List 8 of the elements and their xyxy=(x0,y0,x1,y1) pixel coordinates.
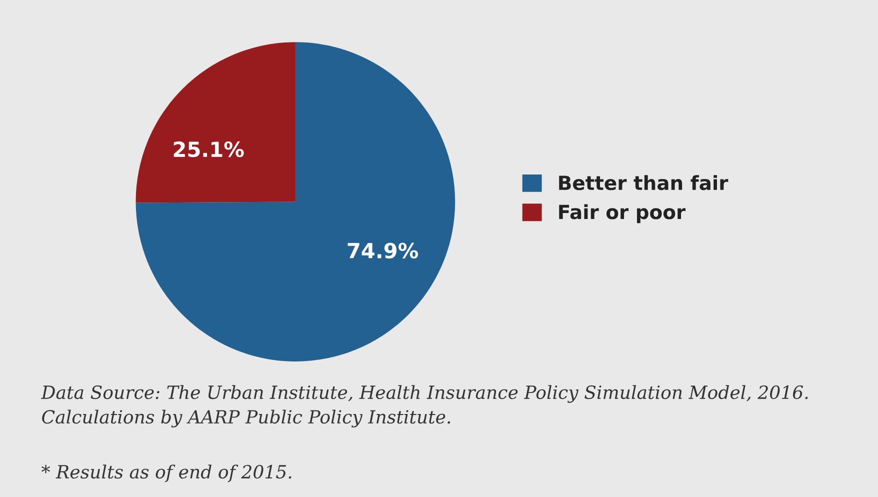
pie-slice xyxy=(136,42,456,362)
source-note: Data Source: The Urban Institute, Health Insurance Policy Simulation Model, 2016. Calculations by AARP Public Policy Institute. xyxy=(40,385,808,428)
text: * Results as of end of 2015. xyxy=(42,464,292,482)
pie-slice xyxy=(136,42,296,203)
legend-label: Fair or poor xyxy=(559,204,686,224)
legend-label: Better than fair xyxy=(559,175,728,190)
data-label: 25.1% xyxy=(174,141,244,158)
data-label: 74.9% xyxy=(348,242,418,258)
